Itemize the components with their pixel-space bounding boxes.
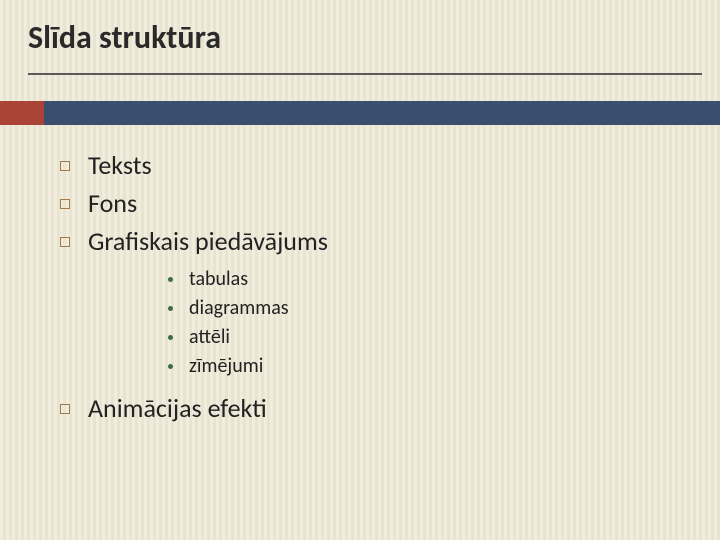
dot-bullet-icon	[168, 335, 173, 340]
sub-list-item: diagrammas	[168, 295, 720, 322]
title-area: Slīda struktūra	[0, 0, 720, 67]
sub-list-item: zīmējumi	[168, 353, 720, 380]
square-bullet-icon	[60, 161, 70, 171]
list-item: Fons	[60, 187, 720, 221]
slide-title: Slīda struktūra	[28, 18, 720, 57]
list-item: Teksts	[60, 149, 720, 183]
sub-list-item-label: diagrammas	[189, 295, 289, 322]
dot-bullet-icon	[168, 364, 173, 369]
accent-blue-block	[44, 101, 720, 125]
list-item-label: Animācijas efekti	[88, 392, 267, 426]
main-list: Teksts Fons Grafiskais piedāvājums	[60, 149, 720, 258]
content-area: Teksts Fons Grafiskais piedāvājums tabul…	[0, 125, 720, 426]
sub-list-item-label: zīmējumi	[189, 353, 263, 380]
sub-list-item-label: attēli	[189, 324, 230, 351]
square-bullet-icon	[60, 404, 70, 414]
main-list-after: Animācijas efekti	[60, 392, 720, 426]
dot-bullet-icon	[168, 306, 173, 311]
sub-list-item: attēli	[168, 324, 720, 351]
list-item: Grafiskais piedāvājums	[60, 225, 720, 259]
list-item-label: Fons	[88, 187, 137, 221]
list-item-label: Teksts	[88, 149, 152, 183]
square-bullet-icon	[60, 199, 70, 209]
dot-bullet-icon	[168, 277, 173, 282]
title-underline	[28, 73, 702, 75]
list-item-label: Grafiskais piedāvājums	[88, 225, 328, 259]
square-bullet-icon	[60, 237, 70, 247]
sub-list: tabulas diagrammas attēli zīmējumi	[168, 266, 720, 380]
accent-bar	[0, 101, 720, 125]
list-item: Animācijas efekti	[60, 392, 720, 426]
sub-list-item: tabulas	[168, 266, 720, 293]
sub-list-item-label: tabulas	[189, 266, 248, 293]
accent-red-block	[0, 101, 44, 125]
